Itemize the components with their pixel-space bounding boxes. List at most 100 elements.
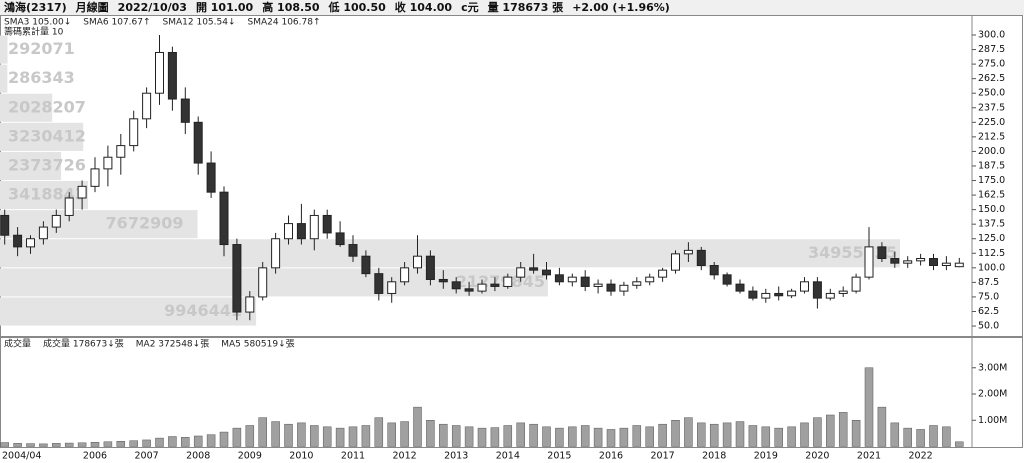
y-tick-label: 225.0	[978, 117, 1005, 128]
volume-bar	[813, 417, 822, 447]
profile-bar	[0, 239, 900, 268]
candle-body	[593, 283, 603, 287]
candle-body	[864, 246, 874, 278]
y-tick-label: 50.0	[978, 321, 999, 332]
volume-bar	[555, 427, 564, 447]
candle-body	[761, 292, 771, 299]
volume-bar	[838, 412, 848, 447]
y-tick-label: 162.5	[978, 190, 1005, 201]
volume-bar	[451, 425, 461, 447]
y-tick-label: 262.5	[978, 73, 1005, 84]
candle-body	[774, 292, 784, 297]
volume-frame	[0, 337, 1023, 448]
candle-body	[309, 214, 319, 240]
x-tick-label: 2014	[496, 451, 520, 462]
volume-bar	[26, 443, 35, 447]
x-tick-label: 2021	[857, 451, 881, 462]
y-tick-label: 62.5	[978, 306, 999, 317]
volume-bar	[258, 417, 267, 447]
header-item: 低 100.50	[328, 0, 387, 14]
profile-bar	[0, 64, 8, 93]
profile-label: 292071	[8, 39, 75, 58]
candle-body	[954, 262, 964, 268]
candle-body	[851, 276, 861, 292]
y-tick-label: 100.0	[978, 262, 1005, 273]
volume-bar	[774, 427, 783, 447]
candle-body	[683, 249, 693, 255]
candle-body	[696, 249, 706, 267]
x-tick-label: 2012	[393, 451, 417, 462]
candle-body	[413, 255, 422, 269]
header-item: 鴻海(2317)	[4, 0, 67, 14]
candle-body	[155, 51, 164, 94]
candle-body	[812, 281, 822, 299]
candle-body	[232, 244, 242, 313]
candle-body	[890, 258, 900, 264]
volume-bar	[245, 425, 255, 447]
candle-body	[296, 223, 306, 240]
volume-bar	[955, 441, 964, 447]
candle-body	[464, 288, 474, 292]
candle-body	[77, 185, 87, 199]
volume-bar	[206, 434, 216, 447]
volume-bar	[877, 406, 887, 447]
volume-bar	[529, 423, 538, 447]
candle-body	[671, 253, 680, 271]
volume-bar	[645, 426, 654, 447]
volume-bar	[413, 406, 422, 447]
x-tick-label: 2016	[599, 451, 623, 462]
profile-label: 2028207	[8, 97, 86, 116]
volume-bar	[787, 426, 796, 447]
candle-body	[722, 274, 732, 285]
x-tick-label: 2022	[909, 451, 933, 462]
candle-body	[284, 223, 293, 240]
profile-label: 3418843	[8, 185, 86, 204]
y-tick-label: 2.00M	[978, 389, 1007, 400]
y-tick-label: 112.5	[978, 248, 1005, 259]
candle-body	[838, 290, 848, 294]
candle-body	[387, 281, 397, 294]
candle-body	[877, 246, 887, 260]
y-tick-label: 300.0	[978, 30, 1005, 41]
volume-bar	[593, 427, 603, 447]
candle-body	[129, 118, 139, 147]
x-tick-label: 2010	[289, 451, 313, 462]
header-bar	[0, 0, 1024, 15]
candle-body	[825, 292, 835, 299]
legend-item: SMA3 105.00↓	[4, 18, 71, 28]
candle-body	[645, 276, 655, 283]
header-item: 開 101.00	[196, 1, 254, 14]
candle-body	[619, 284, 629, 292]
volume-bar	[942, 426, 951, 447]
legend-item: MA2 372548↓張	[136, 339, 209, 350]
candle-body	[658, 269, 668, 278]
x-tick-label: 2015	[547, 451, 571, 462]
header-item: 量 178673 張	[488, 1, 565, 14]
x-tick-label: 2007	[135, 451, 159, 462]
volume-bar	[0, 442, 9, 447]
candle-body	[258, 267, 268, 298]
x-tick-label: 2009	[238, 451, 262, 462]
candle-body	[38, 226, 48, 240]
y-tick-label: 287.5	[978, 44, 1005, 55]
candle-body	[348, 244, 358, 257]
header-item: 月線圖	[75, 0, 109, 14]
candle-body	[193, 121, 203, 164]
candle-body	[632, 281, 642, 286]
y-tick-label: 125.0	[978, 233, 1005, 244]
x-tick-label: 2011	[341, 451, 365, 462]
profile-label: 286343	[8, 68, 75, 87]
candle-body	[542, 269, 551, 276]
candle-body	[503, 276, 513, 287]
header-item: +2.00 (+1.96%)	[572, 1, 670, 14]
y-tick-label: 3.00M	[978, 362, 1007, 373]
volume-bar	[64, 442, 74, 447]
volume-bar	[658, 423, 667, 447]
y-tick-label: 150.0	[978, 204, 1005, 215]
volume-bar	[632, 425, 642, 447]
volume-bar	[271, 421, 280, 447]
candle-body	[477, 283, 487, 292]
y-tick-label: 237.5	[978, 102, 1005, 113]
header-item: 2022/10/03	[118, 1, 187, 14]
